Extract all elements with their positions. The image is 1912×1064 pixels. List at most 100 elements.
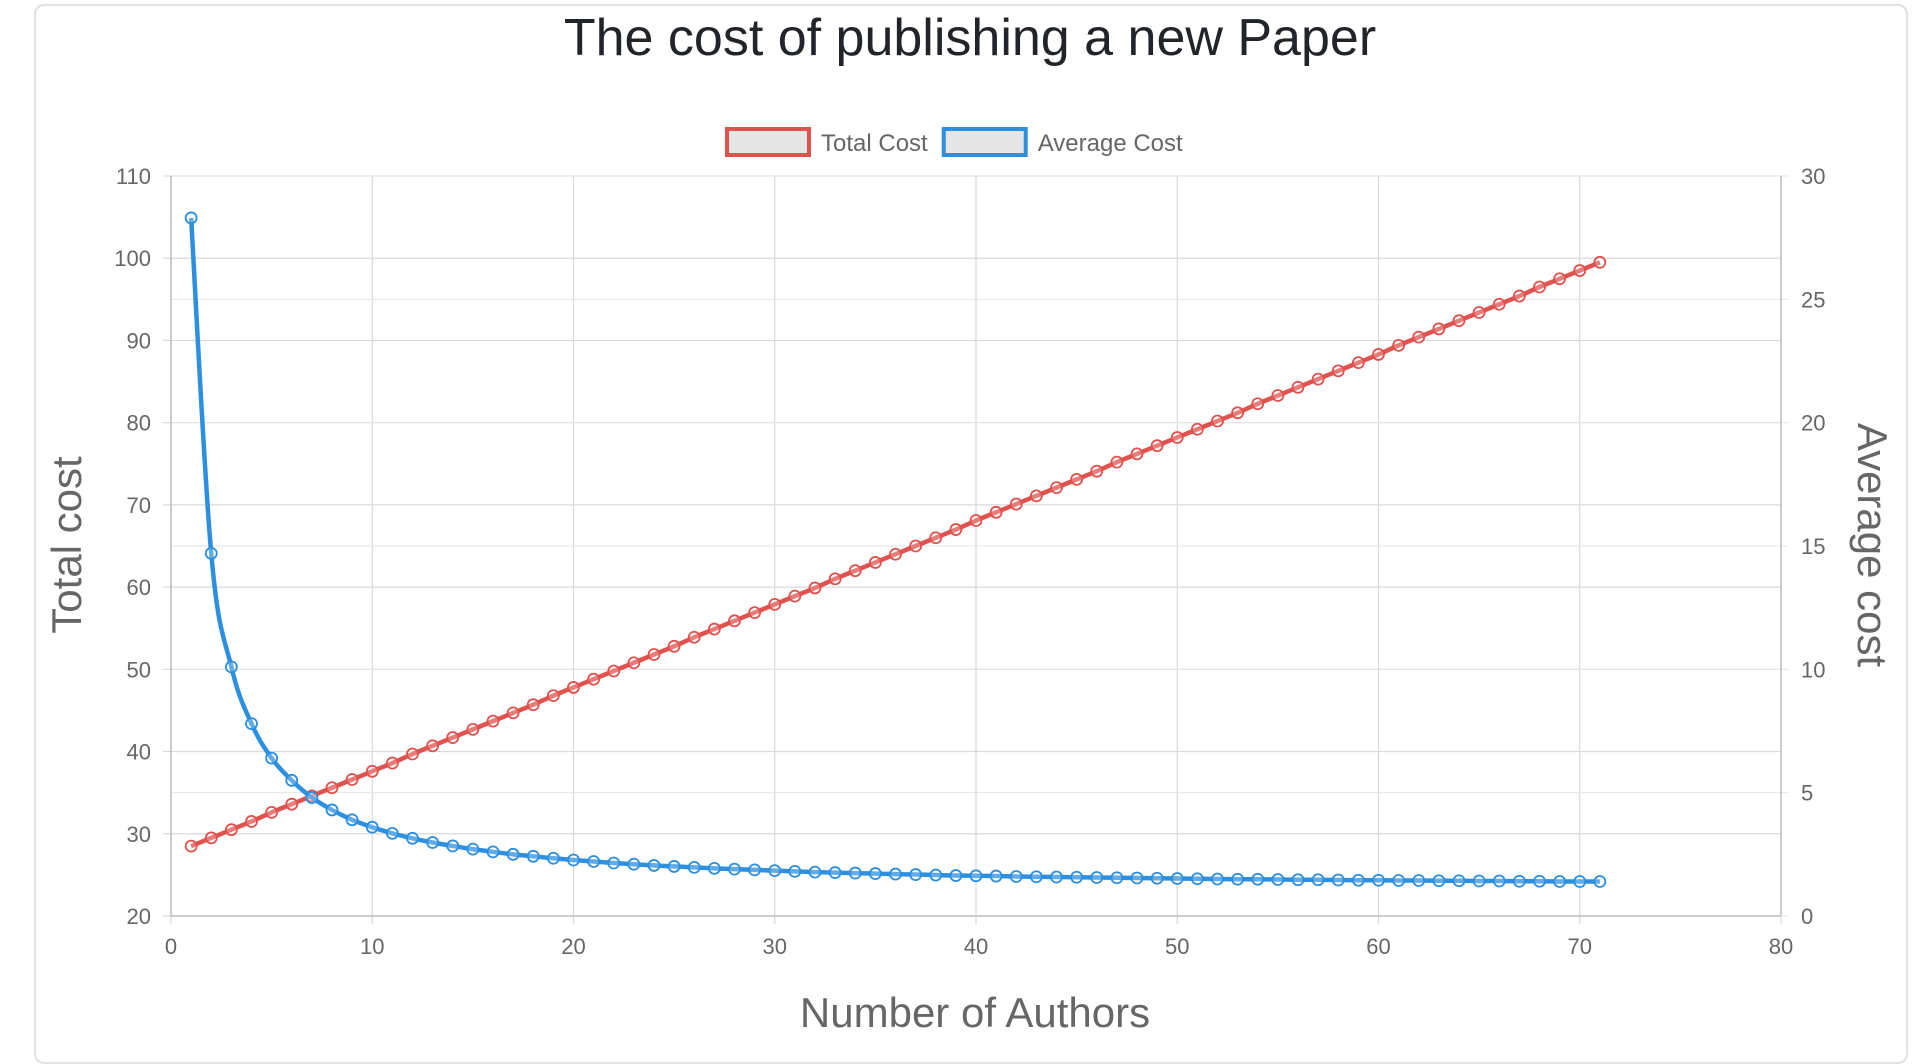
average-cost-point[interactable]: [728, 862, 741, 876]
total-cost-point[interactable]: [1372, 348, 1385, 361]
average-cost-point[interactable]: [969, 869, 983, 883]
average-cost-point[interactable]: [1311, 873, 1325, 887]
total-cost-point[interactable]: [1331, 364, 1345, 378]
total-cost-point[interactable]: [768, 597, 782, 611]
total-cost-point[interactable]: [385, 756, 399, 770]
average-cost-point[interactable]: [224, 660, 238, 674]
average-cost-point[interactable]: [1271, 873, 1285, 886]
total-cost-point[interactable]: [224, 823, 238, 837]
average-cost-point[interactable]: [1211, 872, 1224, 886]
total-cost-point[interactable]: [687, 630, 701, 644]
total-cost-point[interactable]: [265, 806, 279, 819]
total-cost-point[interactable]: [466, 722, 480, 736]
total-cost-point[interactable]: [1211, 414, 1224, 428]
average-cost-point[interactable]: [1492, 874, 1506, 888]
total-cost-point[interactable]: [627, 656, 641, 670]
average-cost-point[interactable]: [285, 773, 299, 787]
average-cost-point[interactable]: [1593, 875, 1607, 888]
total-cost-point[interactable]: [245, 815, 258, 828]
average-cost-point[interactable]: [1472, 874, 1486, 888]
total-cost-point[interactable]: [1573, 264, 1587, 277]
average-cost-point[interactable]: [446, 839, 460, 853]
total-cost-point[interactable]: [1351, 356, 1365, 370]
legend-item-total-cost[interactable]: Total Cost: [725, 127, 928, 157]
total-cost-point[interactable]: [1070, 472, 1084, 486]
average-cost-point[interactable]: [466, 842, 480, 856]
average-cost-point[interactable]: [828, 866, 842, 879]
average-cost-point[interactable]: [1452, 874, 1466, 888]
total-cost-point[interactable]: [325, 781, 339, 795]
total-cost-point[interactable]: [1110, 455, 1124, 469]
total-cost-point[interactable]: [788, 589, 802, 603]
average-cost-point[interactable]: [1573, 875, 1587, 888]
average-cost-point[interactable]: [868, 867, 882, 880]
total-cost-point[interactable]: [546, 689, 560, 703]
total-cost-point[interactable]: [1291, 380, 1305, 394]
total-cost-point[interactable]: [486, 714, 500, 728]
average-cost-point[interactable]: [184, 211, 198, 225]
average-cost-point[interactable]: [1331, 873, 1345, 887]
average-cost-point[interactable]: [1372, 873, 1385, 887]
average-cost-point[interactable]: [1110, 871, 1124, 885]
total-cost-point[interactable]: [1512, 289, 1526, 303]
total-cost-point[interactable]: [1190, 422, 1204, 436]
total-cost-point[interactable]: [828, 572, 842, 586]
average-cost-point[interactable]: [1512, 874, 1526, 888]
average-cost-point[interactable]: [989, 869, 1003, 883]
total-cost-point[interactable]: [647, 648, 661, 661]
total-cost-point[interactable]: [506, 706, 520, 720]
average-cost-point[interactable]: [909, 868, 923, 881]
total-cost-point[interactable]: [1130, 447, 1144, 461]
total-cost-point[interactable]: [1090, 464, 1104, 478]
average-cost-point[interactable]: [1190, 872, 1204, 886]
total-cost-point[interactable]: [204, 831, 218, 845]
total-cost-point[interactable]: [1593, 255, 1607, 269]
total-cost-point[interactable]: [1311, 372, 1325, 386]
total-cost-point[interactable]: [1472, 306, 1486, 319]
average-cost-point[interactable]: [607, 856, 621, 870]
total-cost-point[interactable]: [567, 681, 580, 694]
average-cost-point[interactable]: [546, 851, 560, 865]
average-cost-point[interactable]: [1090, 871, 1104, 884]
total-cost-point[interactable]: [1452, 314, 1466, 328]
total-cost-point[interactable]: [1170, 431, 1184, 444]
total-cost-point[interactable]: [184, 839, 198, 853]
total-cost-point[interactable]: [989, 505, 1003, 519]
total-cost-point[interactable]: [889, 547, 902, 561]
average-cost-point[interactable]: [707, 861, 721, 875]
total-cost-point[interactable]: [667, 639, 681, 653]
total-cost-point[interactable]: [748, 606, 762, 619]
total-cost-point[interactable]: [1271, 389, 1285, 402]
average-cost-point[interactable]: [1533, 874, 1546, 888]
total-cost-point[interactable]: [446, 731, 460, 744]
average-cost-point[interactable]: [1050, 870, 1063, 884]
average-cost-point[interactable]: [345, 813, 359, 827]
total-cost-point[interactable]: [365, 764, 379, 778]
total-cost-point[interactable]: [1392, 338, 1406, 352]
average-cost-point[interactable]: [245, 717, 258, 730]
total-cost-point[interactable]: [1251, 397, 1265, 411]
total-cost-point[interactable]: [1029, 489, 1043, 503]
total-cost-point[interactable]: [345, 773, 359, 786]
average-cost-point[interactable]: [1231, 872, 1245, 886]
average-cost-point[interactable]: [949, 869, 963, 882]
total-cost-point[interactable]: [707, 622, 721, 636]
average-cost-point[interactable]: [768, 864, 782, 878]
total-cost-point[interactable]: [808, 581, 822, 595]
average-cost-point[interactable]: [1291, 873, 1305, 887]
average-cost-point[interactable]: [788, 864, 802, 878]
average-cost-point[interactable]: [506, 847, 520, 861]
total-cost-point[interactable]: [1412, 330, 1426, 344]
average-cost-point[interactable]: [1412, 874, 1426, 887]
chart-legend[interactable]: Total Cost Average Cost: [725, 127, 1183, 157]
total-cost-point[interactable]: [969, 514, 983, 527]
average-cost-point[interactable]: [426, 836, 440, 849]
average-cost-point[interactable]: [204, 547, 218, 560]
average-cost-point[interactable]: [385, 826, 399, 840]
average-cost-point[interactable]: [627, 857, 641, 871]
average-cost-point[interactable]: [808, 865, 822, 879]
average-cost-point[interactable]: [526, 849, 540, 863]
total-cost-point[interactable]: [526, 698, 540, 712]
total-cost-point[interactable]: [406, 747, 419, 761]
total-cost-point[interactable]: [929, 531, 943, 545]
